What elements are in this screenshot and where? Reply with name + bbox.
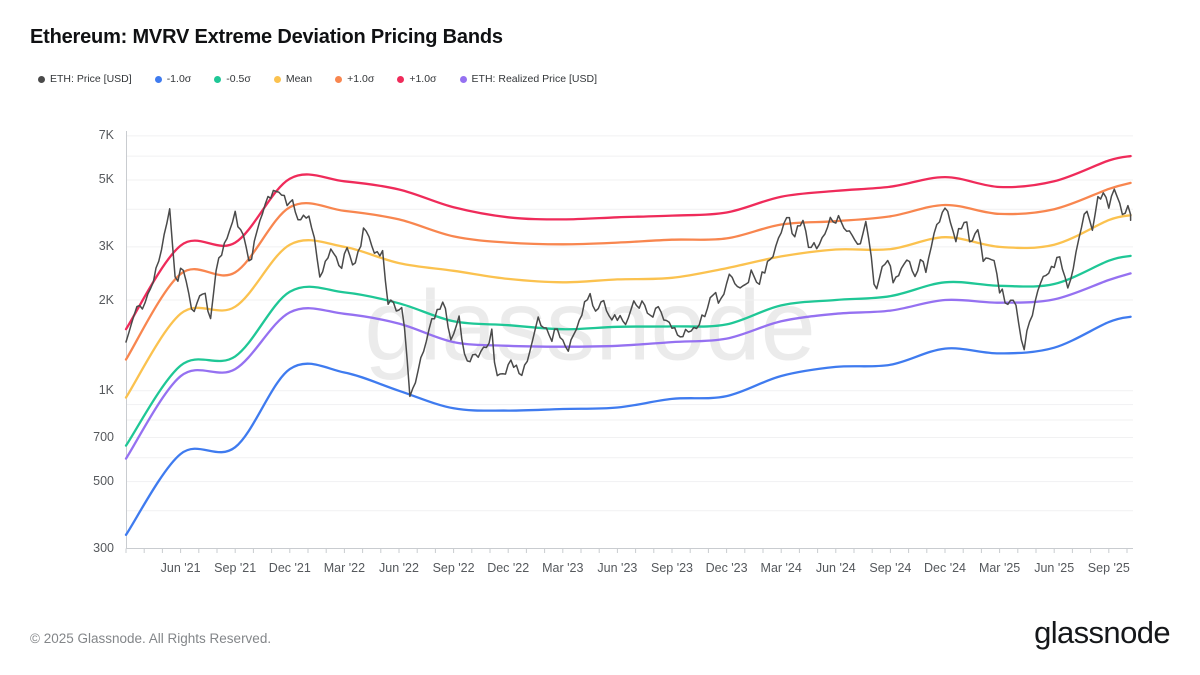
legend-item-label: ETH: Price [USD] [50, 73, 132, 85]
x-axis-label: Sep '24 [869, 561, 912, 575]
x-axis-label: Jun '22 [379, 561, 419, 575]
legend-dot-icon [397, 75, 405, 83]
y-axis-label: 2K [98, 292, 114, 307]
series-minus1 [124, 315, 1132, 536]
legend-dot-icon [273, 75, 281, 83]
x-axis-label: Mar '24 [760, 561, 802, 575]
legend-dot-icon [38, 75, 45, 83]
x-axis-label: Mar '22 [323, 561, 366, 575]
y-axis-label: 5K [98, 172, 114, 187]
legend-dot-icon [335, 75, 343, 83]
legend-dot-icon [459, 75, 467, 83]
series-mean [124, 214, 1132, 399]
y-axis-label: 300 [93, 541, 114, 555]
legend-item-label: +1.0σ [347, 73, 375, 85]
legend-item-4[interactable]: +1.0σ [335, 73, 374, 85]
legend-item-label: Mean [285, 73, 313, 85]
series-realized [124, 272, 1132, 460]
legend-item-1[interactable]: -1.0σ [154, 73, 192, 85]
series-plus1-orange [124, 181, 1132, 361]
x-axis-label: Jun '25 [1034, 561, 1075, 575]
legend-item-label: -0.5σ [226, 73, 251, 85]
legend-item-3[interactable]: Mean [273, 73, 313, 85]
y-axis-label: 3K [98, 239, 114, 254]
y-axis-label: 7K [98, 128, 114, 143]
legend-item-label: -1.0σ [166, 73, 192, 85]
x-axis-label: Mar '25 [978, 561, 1021, 575]
x-axis-label: Sep '23 [650, 561, 694, 575]
x-axis-label: Mar '23 [542, 561, 584, 575]
legend-item-label: ETH: Realized Price [USD] [471, 73, 597, 85]
page-title: Ethereum: MVRV Extreme Deviation Pricing… [30, 26, 503, 48]
glassnode-logo: glassnode [1034, 615, 1171, 650]
series-minus05 [124, 254, 1132, 447]
legend-item-2[interactable]: -0.5σ [214, 73, 251, 85]
legend-item-0[interactable]: ETH: Price [USD] [38, 73, 132, 85]
x-axis-label: Jun '23 [597, 561, 638, 575]
x-axis-label: Sep '22 [432, 561, 475, 575]
y-axis-label: 1K [98, 383, 114, 398]
y-axis-label: 700 [93, 430, 114, 445]
x-axis-label: Dec '23 [705, 561, 748, 575]
x-axis-label: Jun '24 [815, 561, 856, 575]
series-eth-price [125, 188, 1132, 398]
legend: ETH: Price [USD] -1.0σ -0.5σ Mean +1.0σ +1.0σ… [38, 73, 597, 85]
legend-item-label: +1.0σ [409, 73, 437, 85]
y-axis-label: 500 [93, 474, 114, 489]
x-axis-label: Dec '21 [268, 561, 311, 575]
footer-copyright: © 2025 Glassnode. All Rights Reserved. [30, 631, 272, 646]
series-plus1-red [124, 154, 1132, 331]
legend-item-5[interactable]: +1.0σ [397, 73, 437, 85]
x-axis-label: Sep '25 [1087, 561, 1130, 575]
legend-dot-icon [154, 75, 162, 83]
x-axis-label: Jun '21 [160, 561, 201, 575]
x-axis-label: Dec '22 [487, 561, 530, 575]
x-axis-label: Dec '24 [924, 561, 966, 575]
legend-dot-icon [214, 75, 222, 83]
legend-item-6[interactable]: ETH: Realized Price [USD] [459, 73, 597, 85]
x-axis-label: Sep '21 [214, 561, 257, 575]
